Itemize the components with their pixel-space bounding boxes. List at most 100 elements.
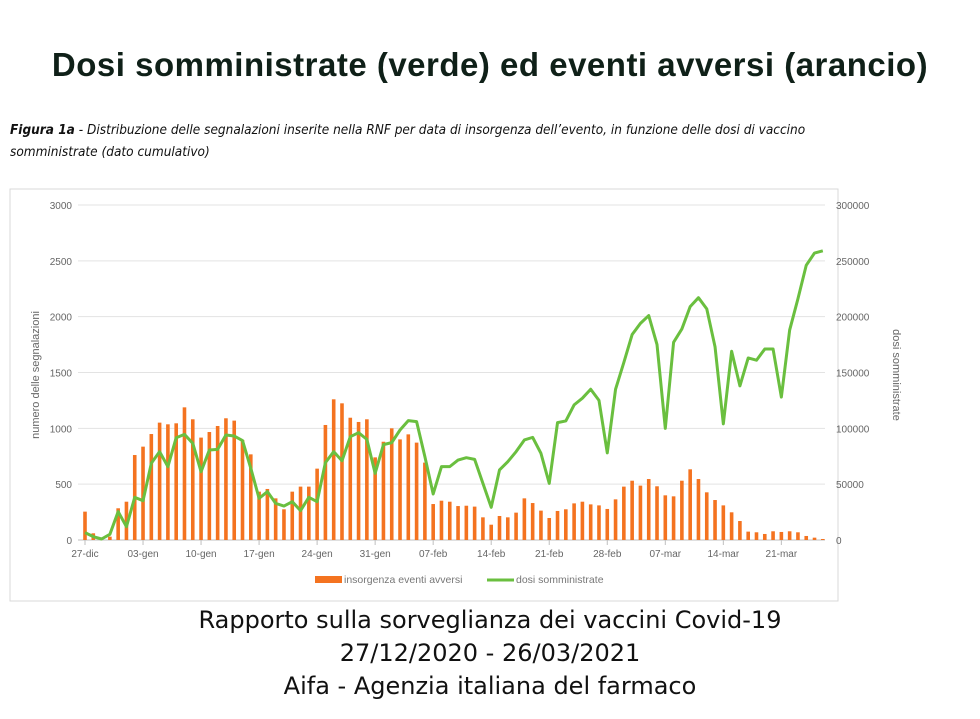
y2-tick-label: 150000 [836, 369, 870, 380]
y2-tick-label: 100000 [836, 424, 870, 435]
bar [688, 469, 692, 540]
bar [265, 488, 270, 540]
y-axis-label: numero delle segnalazioni [30, 311, 42, 439]
y-tick-label: 2000 [50, 313, 73, 324]
bar [365, 419, 369, 540]
bar [439, 500, 444, 540]
bar [472, 506, 477, 540]
bar [514, 512, 518, 540]
bar [141, 446, 145, 540]
bar [282, 509, 286, 540]
bar [704, 492, 709, 540]
bar [116, 508, 120, 540]
y2-axis-label: dosi somministrate [890, 329, 902, 421]
bar [522, 498, 527, 540]
figure-caption-text: - Distribuzione delle segnalazioni inser… [10, 122, 806, 160]
x-tick-label: 14-mar [707, 549, 739, 560]
bar [356, 421, 361, 540]
bar [389, 428, 394, 540]
bar [729, 512, 734, 540]
y-tick-label: 2500 [50, 257, 73, 268]
bar [721, 505, 726, 540]
footer-line-3: Aifa - Agenzia italiana del farmaco [283, 672, 697, 700]
figure-label: Figura 1a [10, 122, 75, 138]
bar [431, 504, 435, 540]
bar [671, 496, 676, 540]
legend: insorgenza eventi avversi dosi somminist… [315, 574, 604, 586]
x-tick-label: 28-feb [593, 549, 622, 560]
x-tick-label: 07-mar [649, 549, 681, 560]
bar [663, 495, 668, 540]
bar [754, 532, 759, 540]
x-tick-label: 14-feb [477, 549, 506, 560]
y2-tick-label: 300000 [836, 201, 870, 212]
bar [348, 417, 353, 540]
bar [680, 480, 684, 540]
bar [787, 531, 792, 540]
legend-label-line: dosi somministrate [516, 574, 604, 586]
bar [746, 531, 750, 540]
bar [588, 504, 593, 540]
bar [489, 524, 494, 540]
bar [290, 491, 295, 540]
bar [373, 457, 377, 540]
legend-swatch-bars [315, 576, 342, 583]
x-tick-label: 27-dic [71, 549, 98, 560]
bar [240, 439, 245, 540]
bar [555, 510, 560, 540]
bar [199, 437, 203, 540]
ticks: 0 500 1000 1500 2000 2500 3000 0 50000 100000 1500… [50, 201, 870, 560]
bar [149, 434, 154, 540]
bar [224, 418, 228, 540]
bar [249, 454, 253, 540]
bar [182, 407, 187, 540]
bar [414, 442, 419, 540]
bar [456, 506, 460, 540]
bar [307, 486, 311, 540]
bar [124, 501, 129, 540]
bar [464, 505, 469, 540]
x-tick-label: 21-mar [766, 549, 798, 560]
bar [696, 479, 701, 540]
y2-tick-label: 200000 [836, 313, 870, 324]
bar [83, 511, 87, 540]
bar [564, 509, 568, 540]
y-tick-label: 3000 [50, 201, 73, 212]
bar [381, 441, 386, 540]
legend-label-bars: insorgenza eventi avversi [344, 574, 462, 586]
bar [157, 422, 162, 540]
bar [447, 501, 452, 540]
bar [331, 399, 336, 540]
x-tick-label: 03-gen [127, 549, 158, 560]
bar-series [83, 250, 825, 540]
figure-caption: Figura 1a - Distribuzione delle segnalaz… [10, 119, 865, 163]
bar [796, 532, 800, 540]
x-tick-label: 24-gen [302, 549, 333, 560]
bar [340, 403, 344, 540]
bar [108, 536, 112, 540]
x-tick-label: 10-gen [185, 549, 216, 560]
bar [315, 468, 319, 540]
y-tick-label: 1500 [50, 369, 73, 380]
bar [597, 505, 601, 540]
bar [713, 500, 717, 540]
bar [215, 425, 220, 540]
bar [166, 424, 170, 540]
bar [497, 515, 502, 540]
bar [406, 434, 411, 540]
bar [257, 491, 261, 540]
bar [273, 498, 278, 540]
page-title: Dosi somministrate (verde) ed eventi avv… [51, 46, 929, 83]
line-series-dosi [84, 249, 824, 541]
bar [298, 486, 303, 540]
bar [638, 485, 643, 540]
bar [232, 420, 237, 540]
bar [812, 537, 817, 540]
x-tick-label: 21-feb [535, 549, 564, 560]
bar [655, 486, 659, 540]
footer-line-2: 27/12/2020 - 26/03/2021 [339, 639, 641, 667]
bar [190, 419, 195, 540]
bar [398, 439, 402, 540]
bar [481, 517, 485, 540]
